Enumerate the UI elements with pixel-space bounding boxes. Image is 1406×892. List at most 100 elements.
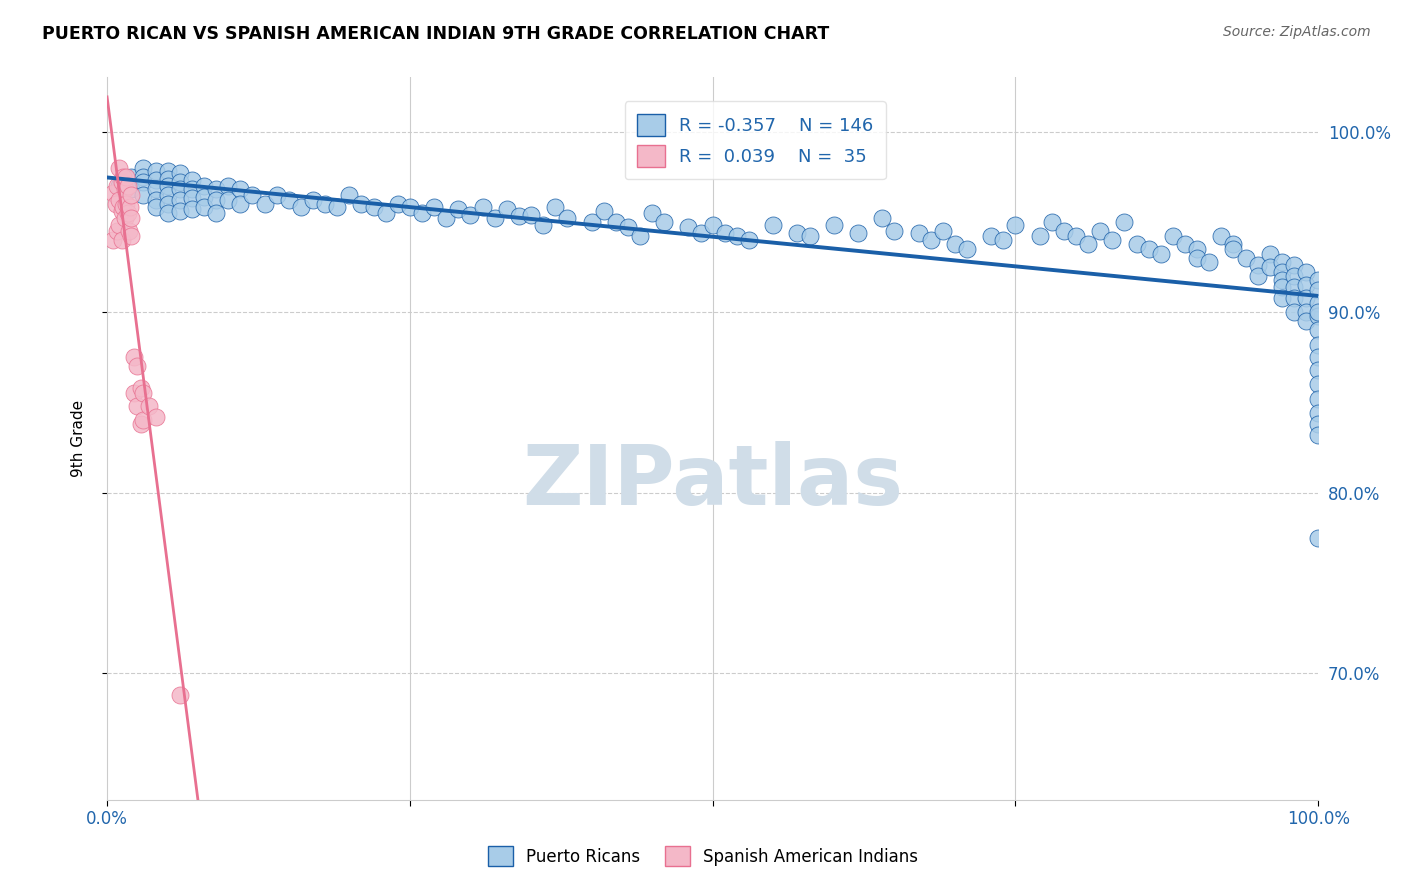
- Point: [132, 161, 155, 175]
- Point: [713, 226, 735, 240]
- Point: [145, 173, 167, 187]
- Point: [1053, 224, 1076, 238]
- Point: [114, 182, 136, 196]
- Point: [101, 233, 124, 247]
- Point: [1308, 284, 1330, 298]
- Point: [110, 233, 132, 247]
- Point: [399, 201, 422, 215]
- Point: [132, 169, 155, 184]
- Point: [117, 178, 139, 193]
- Point: [1308, 272, 1330, 286]
- Point: [193, 178, 215, 193]
- Point: [460, 208, 482, 222]
- Point: [531, 219, 554, 233]
- Point: [786, 226, 808, 240]
- Point: [129, 417, 152, 431]
- Point: [132, 413, 155, 427]
- Point: [108, 178, 131, 193]
- Point: [1308, 428, 1330, 442]
- Point: [326, 201, 349, 215]
- Point: [1308, 406, 1330, 420]
- Point: [1282, 291, 1305, 305]
- Point: [180, 173, 202, 187]
- Point: [725, 229, 748, 244]
- Point: [105, 178, 128, 193]
- Point: [1258, 260, 1281, 274]
- Point: [557, 211, 579, 226]
- Point: [799, 229, 821, 244]
- Point: [114, 211, 136, 226]
- Point: [1090, 224, 1112, 238]
- Point: [544, 201, 567, 215]
- Point: [145, 182, 167, 196]
- Point: [266, 187, 288, 202]
- Point: [1308, 363, 1330, 377]
- Point: [120, 201, 142, 215]
- Point: [115, 196, 138, 211]
- Point: [120, 229, 142, 244]
- Point: [205, 206, 228, 220]
- Point: [956, 242, 979, 256]
- Point: [180, 182, 202, 196]
- Point: [846, 226, 869, 240]
- Text: ZIPatlas: ZIPatlas: [522, 442, 903, 523]
- Point: [1308, 296, 1330, 310]
- Point: [1234, 251, 1257, 265]
- Point: [1004, 219, 1026, 233]
- Point: [193, 201, 215, 215]
- Point: [105, 224, 128, 238]
- Point: [104, 196, 127, 211]
- Point: [110, 175, 132, 189]
- Point: [1137, 242, 1160, 256]
- Point: [652, 215, 675, 229]
- Point: [156, 187, 179, 202]
- Point: [1282, 268, 1305, 283]
- Point: [883, 224, 905, 238]
- Point: [1271, 280, 1294, 294]
- Point: [138, 399, 160, 413]
- Point: [314, 196, 336, 211]
- Point: [387, 196, 409, 211]
- Point: [605, 215, 627, 229]
- Point: [738, 233, 761, 247]
- Point: [302, 193, 325, 207]
- Legend: Puerto Ricans, Spanish American Indians: Puerto Ricans, Spanish American Indians: [481, 839, 925, 873]
- Point: [508, 210, 530, 224]
- Point: [1211, 229, 1233, 244]
- Point: [156, 171, 179, 186]
- Point: [108, 193, 131, 207]
- Point: [337, 187, 360, 202]
- Point: [374, 206, 396, 220]
- Point: [350, 196, 373, 211]
- Point: [1040, 215, 1063, 229]
- Point: [702, 219, 724, 233]
- Point: [290, 201, 312, 215]
- Point: [689, 226, 711, 240]
- Point: [156, 178, 179, 193]
- Legend: R = -0.357    N = 146, R =  0.039    N =  35: R = -0.357 N = 146, R = 0.039 N = 35: [624, 101, 886, 179]
- Point: [1308, 305, 1330, 319]
- Point: [993, 233, 1015, 247]
- Point: [943, 236, 966, 251]
- Point: [1198, 254, 1220, 268]
- Point: [118, 224, 141, 238]
- Point: [120, 211, 142, 226]
- Point: [156, 164, 179, 178]
- Point: [1282, 258, 1305, 272]
- Point: [117, 206, 139, 220]
- Point: [1295, 291, 1317, 305]
- Point: [762, 219, 785, 233]
- Point: [145, 193, 167, 207]
- Point: [1077, 236, 1099, 251]
- Point: [145, 201, 167, 215]
- Point: [447, 202, 470, 217]
- Point: [980, 229, 1002, 244]
- Point: [169, 182, 191, 196]
- Point: [1308, 417, 1330, 431]
- Point: [120, 187, 142, 202]
- Point: [678, 220, 700, 235]
- Point: [1271, 272, 1294, 286]
- Point: [217, 178, 239, 193]
- Point: [156, 196, 179, 211]
- Point: [423, 201, 446, 215]
